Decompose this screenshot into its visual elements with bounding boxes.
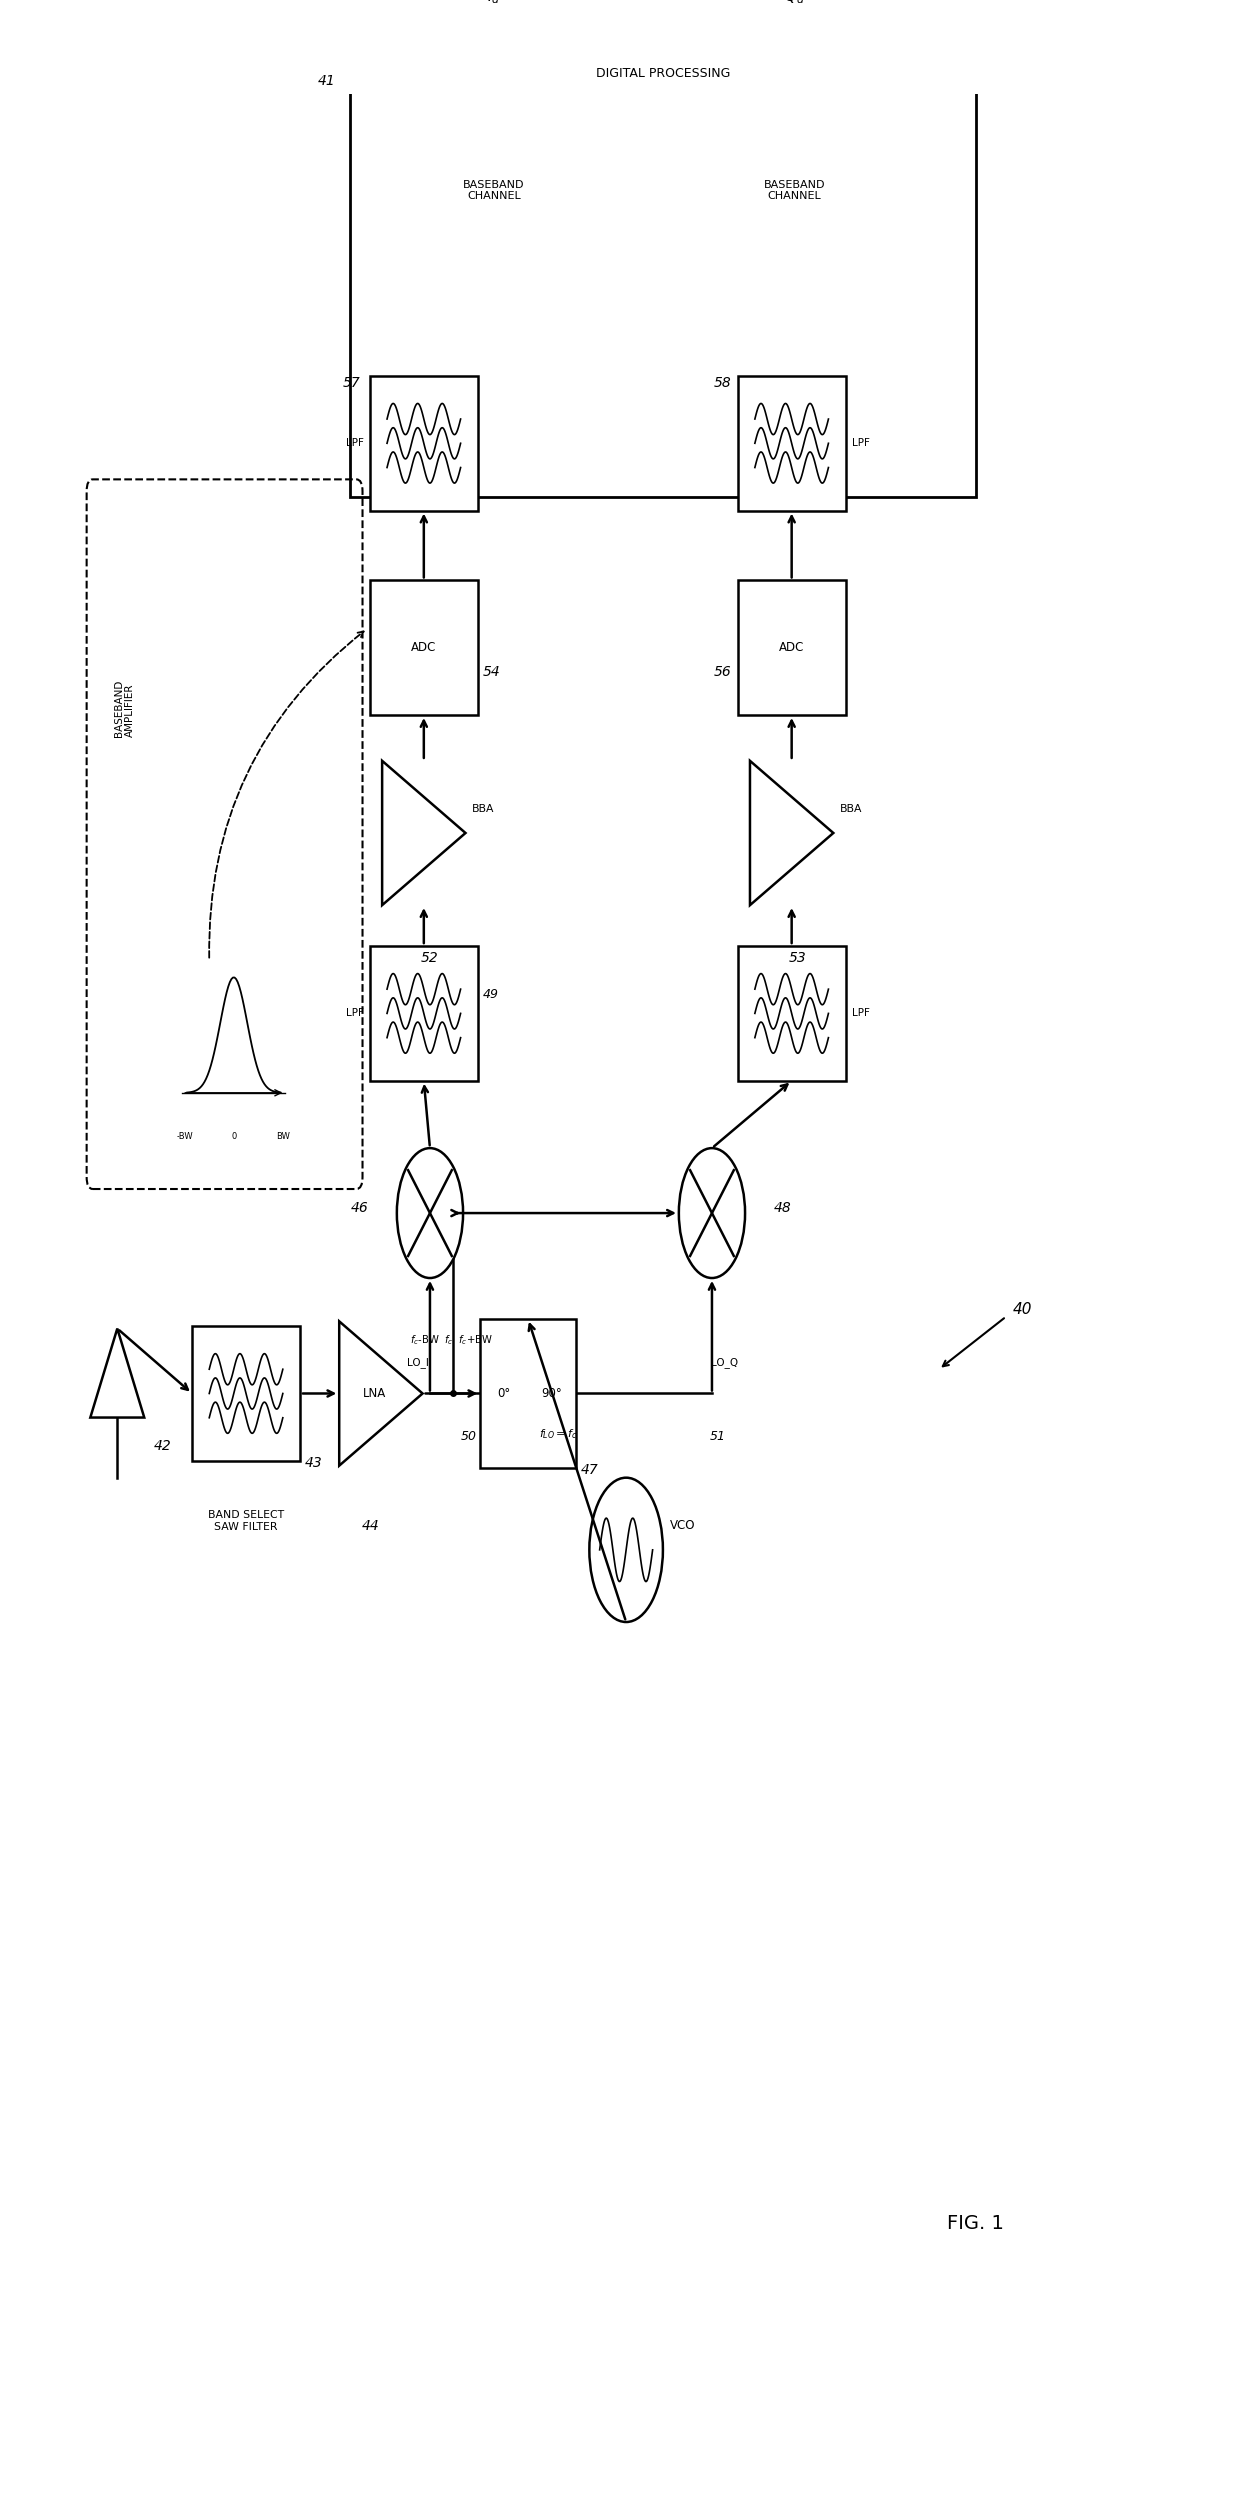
Text: 90°: 90°: [542, 1386, 562, 1399]
Text: LO_Q: LO_Q: [711, 1356, 738, 1369]
Text: LPF: LPF: [852, 439, 869, 449]
Text: 58: 58: [714, 376, 732, 391]
Text: $f_c$-BW  $f_c$  $f_c$+BW: $f_c$-BW $f_c$ $f_c$+BW: [410, 1334, 492, 1346]
Text: 49: 49: [482, 988, 498, 1000]
Circle shape: [589, 1477, 663, 1622]
Text: VCO: VCO: [671, 1519, 696, 1532]
Text: 40: 40: [1012, 1301, 1032, 1316]
Bar: [370, 376, 477, 511]
Text: $Q_d$: $Q_d$: [784, 0, 805, 8]
Bar: [480, 1319, 575, 1469]
Polygon shape: [340, 1321, 423, 1467]
Bar: [192, 1326, 300, 1462]
Polygon shape: [382, 760, 465, 905]
Text: 41: 41: [317, 75, 336, 88]
Text: BBA: BBA: [839, 805, 862, 815]
Text: BAND SELECT
SAW FILTER: BAND SELECT SAW FILTER: [208, 1509, 284, 1532]
Text: 48: 48: [774, 1201, 791, 1216]
Text: 54: 54: [482, 664, 501, 679]
Text: $f_{LO}=f_c$: $f_{LO}=f_c$: [539, 1426, 578, 1442]
Bar: [738, 945, 846, 1081]
Text: DIGITAL PROCESSING: DIGITAL PROCESSING: [595, 68, 730, 80]
Polygon shape: [750, 760, 833, 905]
Bar: [738, 582, 846, 714]
Text: 42: 42: [154, 1439, 172, 1454]
Text: LPF: LPF: [346, 439, 363, 449]
Text: 46: 46: [351, 1201, 368, 1216]
Bar: [370, 582, 477, 714]
Circle shape: [678, 1148, 745, 1279]
Text: BW: BW: [275, 1131, 290, 1141]
Text: BBA: BBA: [471, 805, 495, 815]
Text: BASEBAND
CHANNEL: BASEBAND CHANNEL: [464, 181, 525, 201]
Text: 47: 47: [580, 1464, 599, 1477]
Text: 56: 56: [714, 664, 732, 679]
Text: LPF: LPF: [346, 1008, 363, 1018]
Bar: [738, 376, 846, 511]
Text: BASEBAND
CHANNEL: BASEBAND CHANNEL: [764, 181, 825, 201]
Text: $I_d$: $I_d$: [487, 0, 501, 8]
Text: FIG. 1: FIG. 1: [947, 2214, 1004, 2234]
Text: 0°: 0°: [497, 1386, 511, 1399]
Text: LO_I: LO_I: [407, 1356, 429, 1369]
Text: 53: 53: [789, 950, 807, 965]
Bar: [370, 945, 477, 1081]
Text: 52: 52: [422, 950, 439, 965]
Text: LPF: LPF: [852, 1008, 869, 1018]
Text: -BW: -BW: [176, 1131, 193, 1141]
Text: 57: 57: [342, 376, 360, 391]
Text: BASEBAND
AMPLIFIER: BASEBAND AMPLIFIER: [114, 679, 135, 737]
Text: 43: 43: [305, 1457, 322, 1469]
Text: 0: 0: [231, 1131, 237, 1141]
Text: ADC: ADC: [412, 642, 436, 654]
Text: LNA: LNA: [363, 1386, 387, 1399]
Text: 51: 51: [711, 1431, 727, 1444]
Text: ADC: ADC: [779, 642, 805, 654]
Text: 50: 50: [460, 1431, 476, 1444]
Circle shape: [397, 1148, 463, 1279]
Text: 44: 44: [362, 1519, 379, 1532]
Bar: [350, 28, 976, 496]
